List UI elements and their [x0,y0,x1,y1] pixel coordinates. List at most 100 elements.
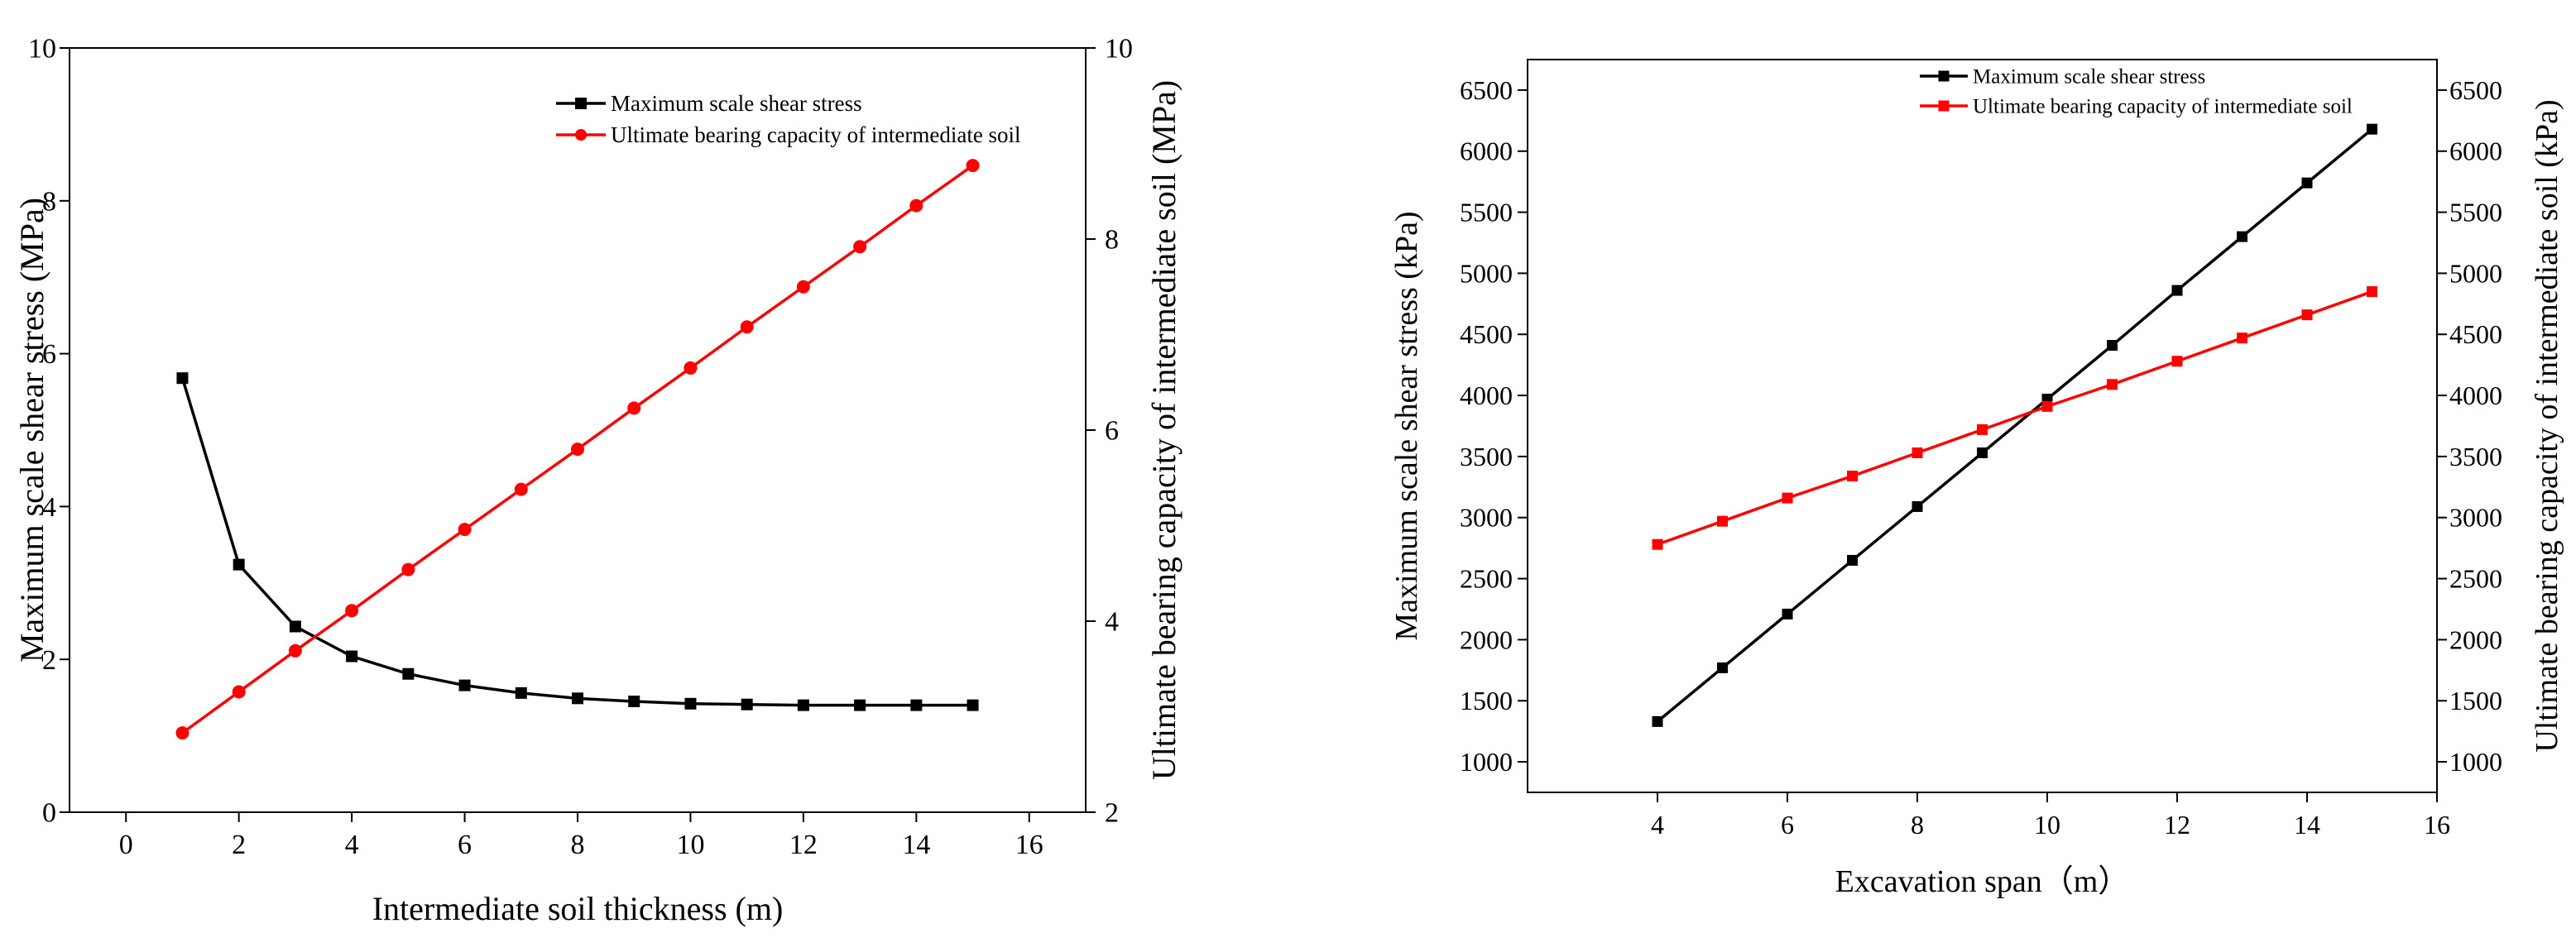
y-left-tick-label: 6 [42,339,56,370]
y-left-tick-label: 1000 [1460,747,1513,777]
y-right-tick-label: 4500 [2449,319,2502,349]
data-point [515,686,527,699]
legend-marker [1938,100,1950,112]
data-point [740,320,754,334]
legend-label: Ultimate bearing capacity of intermediat… [1973,96,2353,118]
y-left-tick-label: 2500 [1460,563,1513,593]
y-right-tick-label: 2000 [2449,624,2502,654]
data-point [345,604,359,618]
y-right-tick-label: 3000 [2449,503,2502,533]
y-left-tick-label: 5500 [1460,197,1513,227]
data-point [909,199,923,213]
y-left-tick-label: 5000 [1460,258,1513,288]
legend-entry: Maximum scale shear stress [556,91,862,116]
y-right-tick-label: 3500 [2449,442,2502,471]
y-right-tick-label: 1000 [2449,747,2502,777]
y-left-tick-label: 3000 [1460,503,1513,533]
data-point [2237,231,2247,242]
data-point [1977,447,1988,458]
data-point [684,361,698,375]
y-right-tick-label: 6500 [2449,75,2502,105]
data-point [2367,286,2377,298]
data-point [514,482,528,496]
data-point [2237,332,2247,344]
data-point [796,280,810,294]
data-point [1977,423,1988,435]
series-2 [175,159,980,740]
x-tick-label: 14 [2294,810,2320,840]
y-left-axis-label: Maximum scale shear stress (MPa) [13,198,50,663]
data-point [967,699,979,711]
data-point [2171,356,2183,367]
data-point [684,697,697,710]
legend-label: Maximum scale shear stress [1973,66,2205,89]
data-point [176,372,189,385]
x-tick-label: 4 [345,830,359,860]
series-line [1656,127,2373,723]
data-point [1847,471,1858,482]
data-point [1847,554,1858,566]
data-point [741,698,753,710]
data-point [232,685,246,699]
data-point [402,667,415,680]
legend-entry: Ultimate bearing capacity of intermediat… [1920,96,2353,118]
data-point [2107,340,2118,352]
y-right-tick-label: 4000 [2449,380,2502,410]
data-point [966,159,980,173]
y-left-tick-label: 3500 [1460,442,1513,471]
y-left-tick-label: 6500 [1460,75,1513,105]
y-right-tick-label: 10 [1105,34,1133,65]
x-axis-label: Intermediate soil thickness (m) [372,890,784,927]
legend-marker [1938,70,1950,82]
plot-frame [1527,59,2438,793]
legend-entry: Ultimate bearing capacity of intermediat… [556,122,1021,147]
y-left-tick-label: 1500 [1460,686,1513,715]
y-left-tick-label: 6000 [1460,136,1513,166]
data-point [288,643,302,658]
data-point [289,620,301,633]
x-tick-label: 16 [2424,810,2450,840]
x-tick-label: 6 [1781,810,1794,840]
y-right-tick-label: 5000 [2449,258,2502,288]
data-point [1782,492,1793,504]
x-tick-label: 6 [458,830,472,860]
data-point [1912,447,1923,458]
y-right-axis-label: Ultimate bearing capacity of intermediat… [2530,99,2564,752]
legend-marker [575,129,587,141]
x-tick-label: 14 [902,830,930,860]
data-point [2041,400,2053,412]
data-point [1717,662,1728,673]
data-point [458,679,471,691]
y-right-tick-label: 8 [1105,225,1119,256]
x-tick-label: 10 [2034,810,2060,840]
data-point [797,699,809,711]
y-right-tick-label: 6 [1105,416,1119,447]
data-point [571,443,584,457]
data-point [910,699,923,711]
y-right-tick-label: 5500 [2449,197,2502,227]
y-left-tick-label: 4000 [1460,380,1513,410]
x-tick-label: 2 [232,830,246,860]
y-left-tick-label: 4500 [1460,319,1513,349]
data-point [627,401,641,415]
y-left-tick-label: 2 [42,645,56,676]
x-tick-label: 12 [2164,810,2190,840]
x-tick-label: 8 [571,830,585,860]
legend-label: Ultimate bearing capacity of intermediat… [611,122,1021,147]
data-point [233,558,245,571]
y-right-tick-label: 6000 [2449,136,2502,166]
data-point [853,240,867,254]
data-point [346,650,358,663]
data-point [854,699,866,711]
data-point [2301,177,2313,189]
x-tick-label: 0 [119,830,133,860]
data-point [175,726,189,740]
y-right-axis-label: Ultimate bearing capacity of intermediat… [1145,80,1182,780]
data-point [1782,608,1793,620]
y-left-tick-label: 0 [42,798,56,829]
data-point [458,523,472,537]
y-right-tick-label: 4 [1105,607,1119,638]
data-point [2171,285,2183,296]
data-point [628,696,640,708]
x-tick-label: 4 [1651,810,1664,840]
